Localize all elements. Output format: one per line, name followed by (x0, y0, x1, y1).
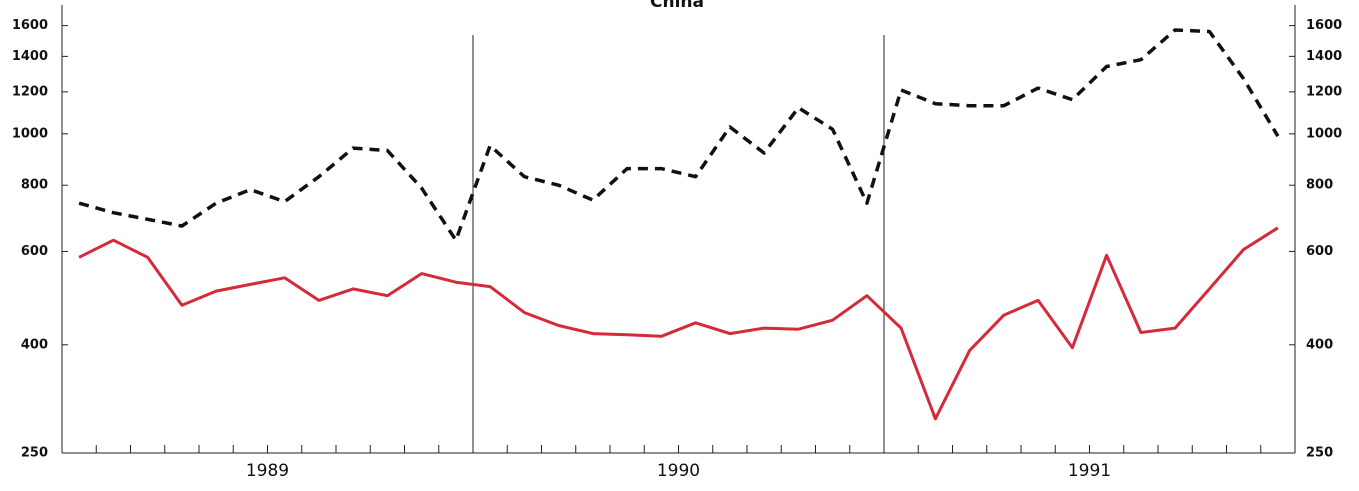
year-label: 1989 (246, 461, 289, 481)
series-line (78, 28, 1280, 242)
y2-tick-label: 600 (1306, 244, 1333, 259)
year-label: 1991 (1068, 461, 1111, 481)
year-label: 1990 (657, 461, 700, 481)
y-tick-label: 250 (21, 446, 48, 461)
y2-tick-label: 400 (1306, 337, 1333, 352)
chart-title: China (650, 0, 704, 12)
y2-tick-label: 250 (1306, 446, 1333, 461)
y2-tick-label: 800 (1306, 178, 1333, 193)
y-tick-label: 1400 (12, 49, 48, 64)
series-line (78, 226, 1279, 421)
y-tick-label: 400 (21, 337, 48, 352)
y2-tick-label: 1400 (1306, 49, 1342, 64)
y2-tick-label: 1200 (1306, 84, 1342, 99)
y2-tick-label: 1600 (1306, 18, 1342, 33)
y-tick-label: 600 (21, 244, 48, 259)
y-tick-label: 1200 (12, 84, 48, 99)
y-tick-label: 1600 (12, 18, 48, 33)
y2-tick-label: 1000 (1306, 126, 1342, 141)
y-tick-label: 1000 (12, 126, 48, 141)
y-tick-label: 800 (21, 178, 48, 193)
